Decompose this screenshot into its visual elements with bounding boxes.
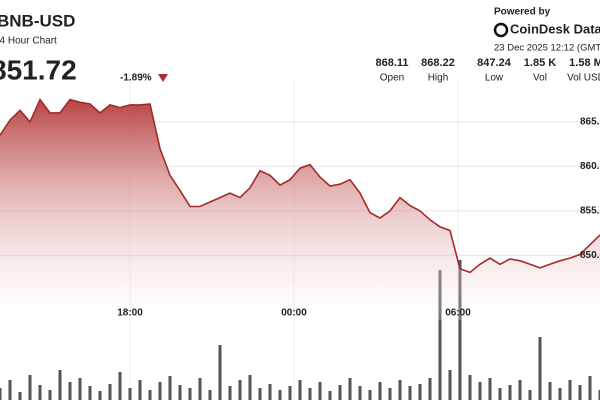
volume-bar [478, 382, 482, 400]
volume-bar [378, 382, 382, 400]
volume-bar [498, 388, 502, 400]
volume-bar [158, 382, 162, 400]
stat-value: 1.85 K [524, 57, 556, 69]
y-tick-label: 860.00 [580, 161, 600, 172]
volume-bar [438, 270, 442, 400]
volume-bar [258, 388, 262, 400]
volume-bar [488, 378, 492, 400]
change: -1.89% [120, 73, 152, 84]
x-tick-label: 06:00 [445, 308, 471, 319]
volume-bar [188, 388, 192, 400]
volume-bar [508, 385, 512, 400]
volume-bar [408, 386, 412, 400]
volume-bar [288, 386, 292, 400]
volume-bar [458, 260, 462, 400]
volume-bar [48, 390, 52, 400]
volume-bar [598, 390, 600, 400]
stats: 868.11 Open 868.22 High 847.24 Low 1.85 K Vol 1.… [375, 57, 600, 84]
volume-bar [308, 388, 312, 400]
symbol: BNB-USD [0, 11, 75, 30]
down-arrow [158, 74, 168, 82]
volume-bar [328, 391, 332, 400]
stat-label: High [428, 73, 449, 84]
volume-bar [228, 386, 232, 400]
volume-bar [238, 380, 242, 400]
volume-bar [588, 376, 592, 400]
volume-bar [128, 388, 132, 400]
volume-bar [318, 382, 322, 400]
volume-bar [198, 378, 202, 400]
volume-bar [278, 390, 282, 400]
stat-label: Open [380, 73, 404, 84]
volume-bar [468, 375, 472, 400]
volume-bar [148, 390, 152, 400]
price: 851.72 [0, 54, 77, 85]
volume-bar [398, 380, 402, 400]
volume-bar [298, 380, 302, 400]
stat-label: Low [485, 73, 504, 84]
volume-bar [268, 384, 272, 400]
volume-bar [18, 392, 22, 400]
volume-bar [548, 382, 552, 400]
volume-bar [98, 391, 102, 400]
timestamp: 23 Dec 2025 12:12 (GMT) [494, 43, 600, 54]
volume-bar [248, 375, 252, 400]
volume-bar [58, 370, 62, 400]
volume-bar [88, 386, 92, 400]
brand-icon [493, 22, 509, 38]
volume-bar [0, 388, 2, 400]
volume-bar [568, 380, 572, 400]
volume-bar [518, 380, 522, 400]
volume-bar [138, 380, 142, 400]
volume-bar [118, 372, 122, 400]
volume-bar [38, 385, 42, 400]
volume-bar [68, 382, 72, 400]
volume-bar [388, 388, 392, 400]
stat-value: 1.58 M [569, 57, 600, 69]
price-line [0, 98, 600, 274]
volume-bar [218, 345, 222, 400]
volume-bar [28, 375, 32, 400]
volume-bar [538, 337, 542, 400]
volume-bar [448, 370, 452, 400]
stat-label: Vol [533, 73, 547, 84]
volume-bar [8, 380, 12, 400]
plot-area: 850.00 855.00 860.00 865.00 18:00 00:00 06:00 [0, 80, 600, 400]
volume-bar [578, 385, 582, 400]
volume-bar [558, 388, 562, 400]
stat-value: 868.11 [375, 57, 408, 69]
x-tick-label: 18:00 [117, 308, 143, 319]
y-tick-label: 850.00 [580, 250, 600, 261]
stat-value: 847.24 [477, 57, 512, 69]
volume-bar [528, 390, 532, 400]
volume-bar [208, 390, 212, 400]
volume-bar [348, 378, 352, 400]
volume-bar [418, 384, 422, 400]
stat-label: Vol USD [567, 73, 600, 84]
stat-value: 868.22 [421, 57, 455, 69]
volume-bar [368, 390, 372, 400]
volume-bar [358, 386, 362, 400]
volume-bar [78, 378, 82, 400]
y-tick-label: 855.00 [580, 206, 600, 217]
brand: CoinDesk Data [510, 21, 600, 36]
volume-bar [168, 376, 172, 400]
x-tick-label: 00:00 [281, 308, 307, 319]
volume-bar [338, 385, 342, 400]
volume-bar [428, 378, 432, 400]
volume-bar [108, 384, 112, 400]
volume-bar [178, 385, 182, 400]
price-area [0, 99, 600, 320]
subtitle: 24 Hour Chart [0, 36, 57, 47]
powered-by: Powered by [494, 7, 551, 18]
y-tick-label: 865.00 [580, 116, 600, 127]
